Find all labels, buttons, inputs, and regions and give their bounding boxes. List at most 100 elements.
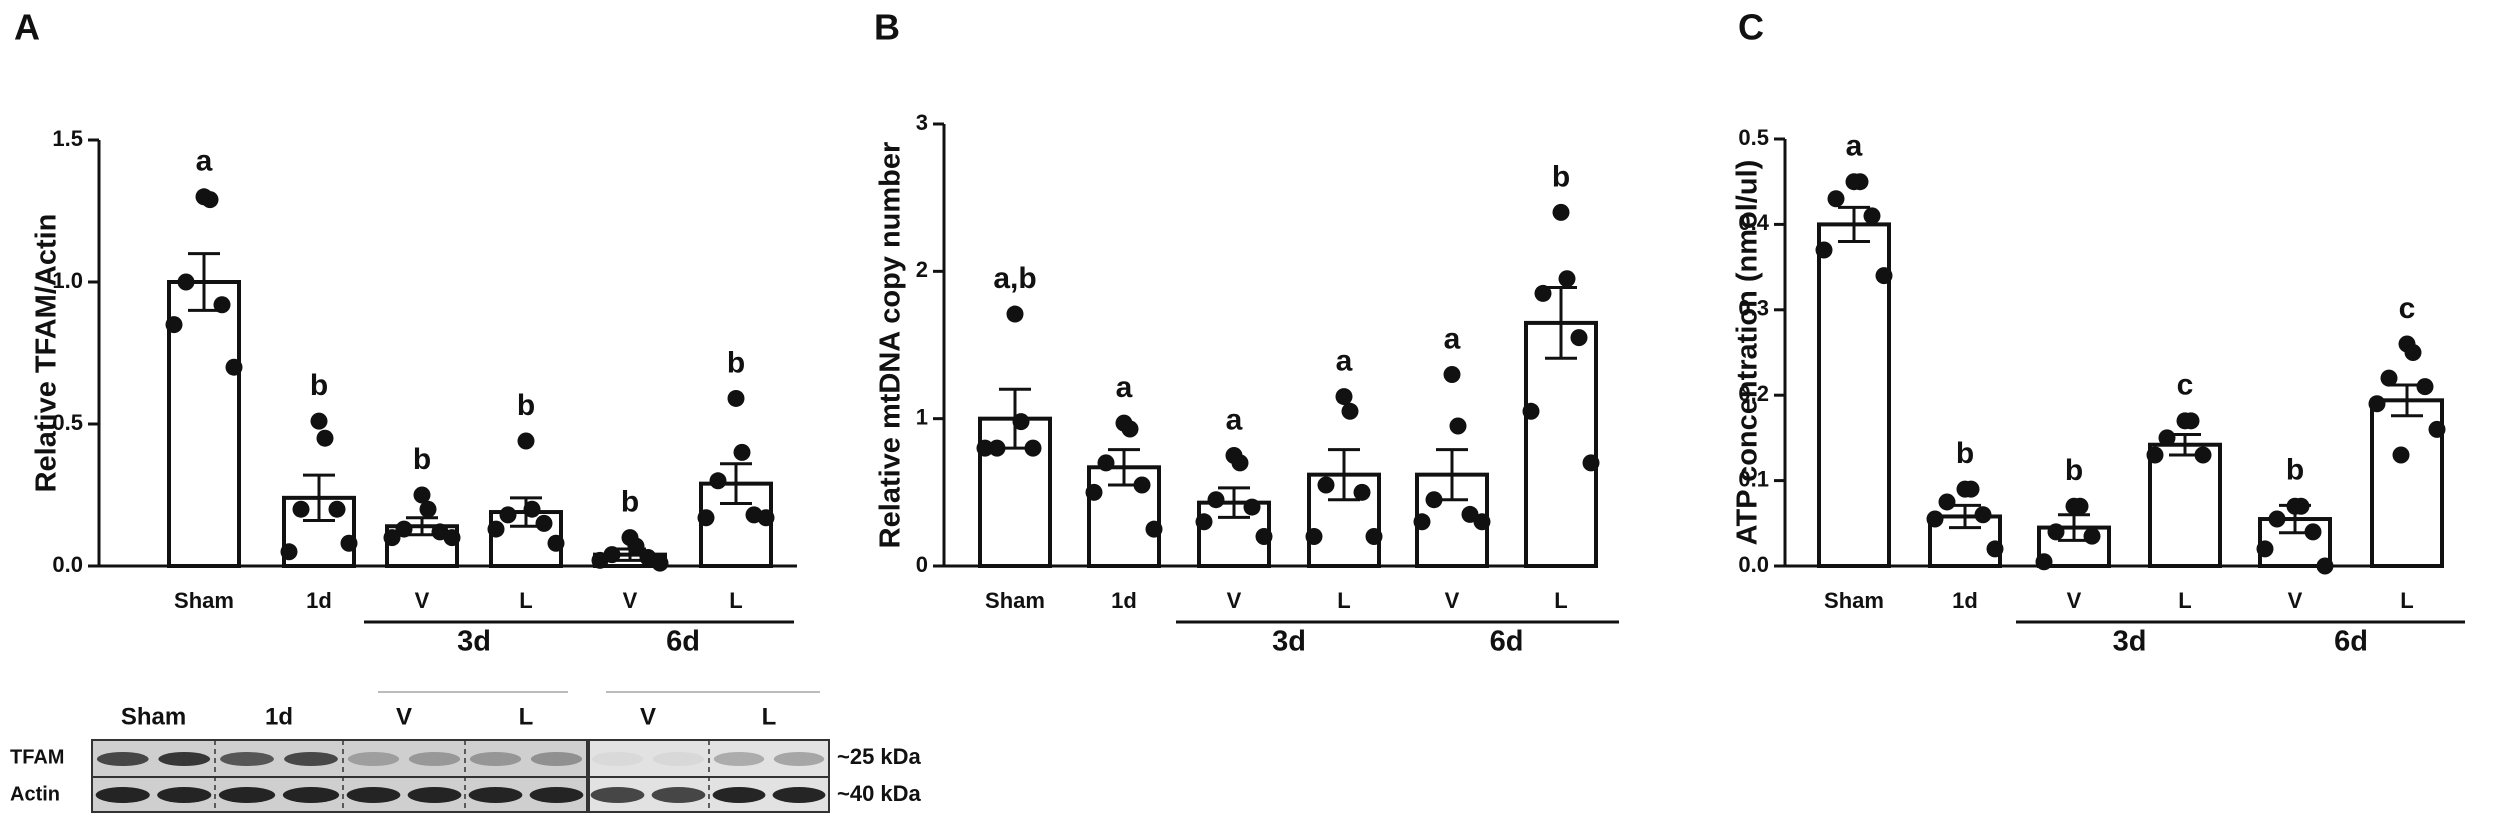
data-point: [988, 439, 1006, 457]
data-point: [733, 443, 751, 461]
data-point: [310, 412, 328, 430]
data-point: [1570, 329, 1588, 347]
data-point: [1875, 267, 1893, 285]
data-point: [1335, 388, 1353, 406]
blot-band: [346, 787, 401, 803]
data-point: [1962, 480, 1980, 498]
data-point: [2268, 510, 2286, 528]
blot-band: [469, 752, 522, 766]
data-point: [1926, 510, 1944, 528]
data-point: [2146, 446, 2164, 464]
data-point: [340, 534, 358, 552]
y-tick-label: 0: [916, 552, 928, 577]
significance-letter: a: [1336, 344, 1353, 377]
blot-band: [652, 752, 705, 766]
data-point: [2304, 523, 2322, 541]
blot-band: [712, 787, 766, 803]
row-label: Actin: [10, 783, 60, 805]
data-point: [523, 500, 541, 518]
data-point: [976, 439, 994, 457]
significance-letter: a,b: [993, 262, 1036, 295]
x-tick-label: L: [2178, 588, 2191, 613]
x-tick-label: V: [1227, 588, 1242, 613]
y-tick-label: 1: [916, 404, 928, 429]
data-point: [2071, 497, 2089, 515]
data-point: [1097, 454, 1115, 472]
blot-band: [96, 752, 149, 766]
data-point: [177, 273, 195, 291]
data-point: [1195, 513, 1213, 531]
data-point: [1986, 540, 2004, 558]
data-point: [709, 472, 727, 490]
significance-letter: a: [1444, 322, 1461, 355]
y-tick-label: 1.0: [52, 268, 83, 293]
data-point: [1449, 417, 1467, 435]
data-point: [547, 534, 565, 552]
data-point: [757, 509, 775, 527]
significance-letter: a: [196, 145, 213, 178]
size-label: ~40 kDa: [837, 781, 922, 806]
blot-band: [591, 752, 644, 766]
data-point: [328, 500, 346, 518]
lane-label: 1d: [265, 703, 293, 730]
panel-label: B: [874, 7, 900, 48]
blot-band: [529, 787, 584, 803]
data-point: [2194, 446, 2212, 464]
blot-band: [220, 752, 274, 766]
lane-label: V: [640, 703, 656, 730]
significance-letter: b: [1956, 437, 1974, 470]
data-point: [1353, 483, 1371, 501]
y-tick-label: 0.0: [1738, 552, 1769, 577]
data-point: [2083, 527, 2101, 545]
blot-band: [347, 752, 400, 766]
panel-label: C: [1738, 7, 1764, 48]
data-point: [1121, 420, 1139, 438]
x-tick-label: Sham: [1824, 588, 1884, 613]
data-point: [1582, 454, 1600, 472]
data-point: [1006, 305, 1024, 323]
group-label: 3d: [1272, 626, 1306, 658]
y-tick-label: 0.5: [52, 410, 83, 435]
blot-band: [773, 752, 825, 766]
x-tick-label: V: [2288, 588, 2303, 613]
data-point: [1317, 476, 1335, 494]
y-tick-label: 3: [916, 110, 928, 135]
data-point: [2392, 446, 2410, 464]
data-point: [1024, 439, 1042, 457]
lane-label: L: [762, 703, 777, 730]
data-point: [1145, 520, 1163, 538]
data-point: [1552, 203, 1570, 221]
significance-letter: b: [413, 443, 431, 476]
x-tick-label: 1d: [1111, 588, 1137, 613]
data-point: [2256, 540, 2274, 558]
group-label: 3d: [457, 626, 491, 658]
x-tick-label: L: [729, 588, 742, 613]
data-point: [1341, 402, 1359, 420]
y-tick-label: 1.5: [52, 126, 83, 151]
data-point: [1425, 491, 1443, 509]
data-point: [591, 551, 609, 569]
significance-letter: a: [1116, 371, 1133, 404]
blot-band: [530, 752, 583, 766]
blot-band: [408, 752, 461, 766]
data-point: [2416, 378, 2434, 396]
size-label: ~25 kDa: [837, 744, 922, 769]
data-point: [292, 500, 310, 518]
x-tick-label: L: [1337, 588, 1350, 613]
data-point: [2158, 429, 2176, 447]
data-point: [1522, 402, 1540, 420]
row-label: TFAM: [10, 746, 64, 768]
data-point: [517, 432, 535, 450]
lane-label: Sham: [121, 703, 186, 730]
significance-letter: b: [727, 346, 745, 379]
data-point: [1851, 173, 1869, 191]
x-tick-label: L: [519, 588, 532, 613]
bar: [2148, 442, 2222, 568]
y-tick-label: 2: [916, 257, 928, 282]
data-point: [1012, 413, 1030, 431]
data-point: [1255, 528, 1273, 546]
data-point: [413, 486, 431, 504]
data-point: [1534, 284, 1552, 302]
y-tick-label: 0.3: [1738, 296, 1769, 321]
data-point: [2047, 523, 2065, 541]
